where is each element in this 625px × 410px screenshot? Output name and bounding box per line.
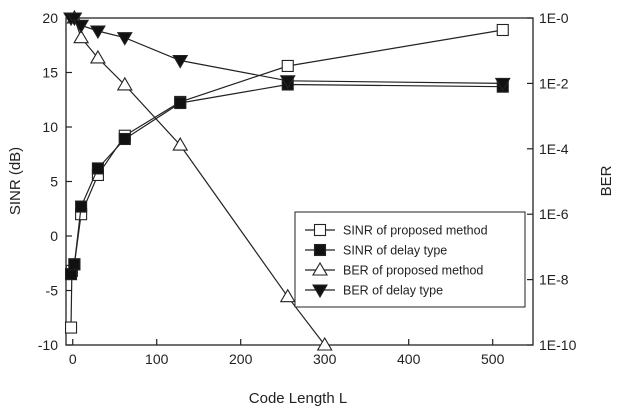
y-left-tick-label: 15 (42, 65, 58, 81)
axis-ticks: 0 100 200 300 400 500 -10 -5 0 5 10 15 20 1E-0 1E-2 1E-… (38, 10, 577, 367)
data-point (73, 19, 90, 34)
x-tick-label: 300 (313, 351, 337, 367)
y-left-tick-label: 0 (50, 228, 58, 244)
data-point (68, 258, 81, 271)
legend-label: BER of proposed method (343, 264, 483, 278)
x-tick-label: 200 (229, 351, 253, 367)
x-axis-label: Code Length L (249, 390, 347, 407)
data-point (89, 25, 106, 40)
data-point (66, 12, 83, 27)
y-left-tick-label: 20 (42, 10, 58, 26)
y-right-tick-label: 1E-8 (539, 272, 569, 288)
y-right-tick-label: 1E-2 (539, 75, 569, 91)
legend: SINR of proposed method SINR of delay typ… (294, 211, 526, 308)
x-tick-label: 100 (145, 351, 169, 367)
data-point (116, 76, 133, 91)
data-point (75, 200, 88, 213)
legend-label: SINR of delay type (343, 244, 447, 258)
legend-marker (313, 223, 327, 237)
legend-label: SINR of proposed method (343, 224, 488, 238)
y-right-tick-label: 1E-0 (539, 10, 569, 26)
data-point (73, 29, 90, 44)
data-point (494, 77, 511, 92)
series-line (71, 18, 503, 84)
y-left-tick-label: 5 (50, 174, 58, 190)
x-tick-label: 500 (481, 351, 505, 367)
series-4 (63, 12, 511, 92)
legend-marker (312, 261, 328, 276)
data-point (91, 162, 104, 175)
x-tick-label: 0 (69, 351, 77, 367)
legend-marker (313, 243, 327, 257)
y-right-tick-label: 1E-6 (539, 206, 569, 222)
data-point (316, 336, 333, 351)
legend-marker (312, 284, 328, 299)
y-right-tick-label: 1E-4 (539, 141, 569, 157)
y-axis-right-label: BER (598, 165, 615, 196)
y-left-tick-label: 10 (42, 119, 58, 135)
y-axis-left-label: SINR (dB) (7, 147, 24, 215)
data-point (281, 59, 294, 73)
data-point (496, 23, 509, 37)
data-point (116, 32, 133, 46)
series-group (63, 9, 511, 351)
legend-box (294, 211, 526, 308)
data-point (279, 75, 296, 89)
legend-label: BER of delay type (343, 284, 443, 298)
y-left-tick-label: -5 (46, 283, 59, 299)
y-left-tick-label: -10 (38, 337, 58, 353)
series-line (70, 83, 503, 275)
x-tick-label: 400 (397, 351, 421, 367)
data-point (172, 136, 189, 151)
data-point (172, 54, 189, 69)
y-right-tick-label: 1E-10 (539, 337, 577, 353)
data-point (279, 288, 296, 303)
data-point (89, 49, 106, 64)
data-point (118, 132, 131, 146)
data-point (64, 321, 78, 334)
data-point (174, 96, 187, 110)
